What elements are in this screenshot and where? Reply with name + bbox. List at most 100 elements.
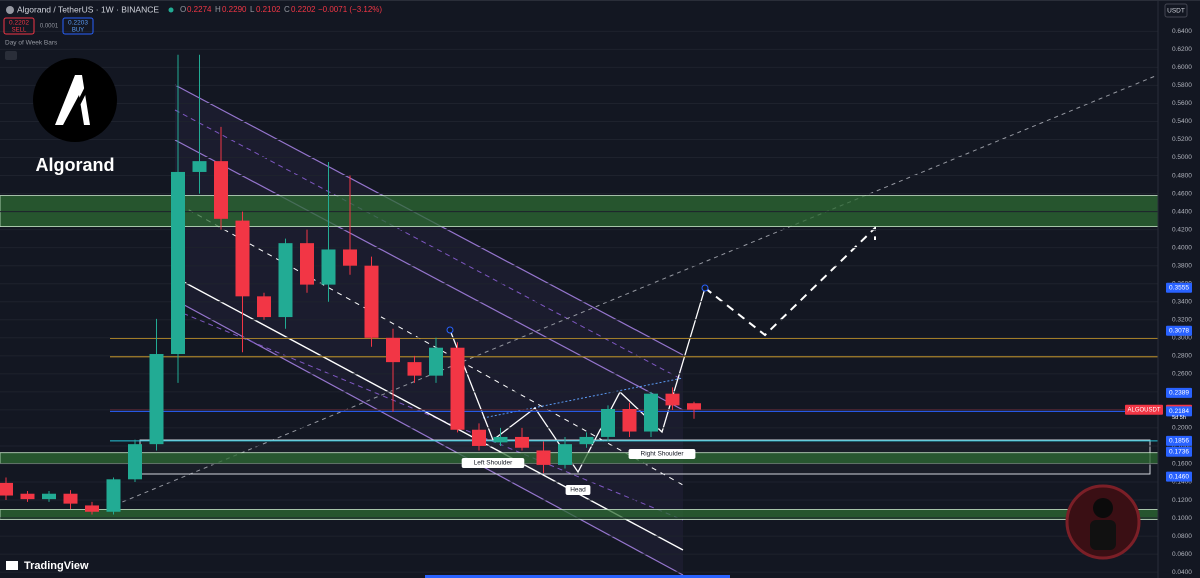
candle-body [20,493,35,500]
avatar-head [1093,498,1113,518]
brand-icon [6,561,18,570]
candle-body [343,249,357,266]
candle-body [386,337,400,363]
candle-body [149,354,164,445]
candle-body [171,171,185,355]
open-label: O [180,5,186,14]
y-tick-label: 0.4400 [1172,208,1192,215]
price-label: 0.2184 [1169,408,1189,415]
indicator[interactable]: Day of Week Bars [5,40,58,47]
y-tick-label: 0.3200 [1172,316,1192,323]
y-tick-label: 0.1600 [1172,461,1192,468]
symbol-icon [6,6,14,14]
candle-body [407,362,422,376]
y-tick-label: 0.1400 [1172,479,1192,486]
close: 0.2202 [291,5,316,14]
logo-text: Algorand [36,155,115,175]
currency-button[interactable] [1164,3,1188,18]
y-tick-label: 0.3000 [1172,335,1192,342]
y-tick-label: 0.5600 [1172,100,1192,107]
currency[interactable]: USDT [1167,8,1185,15]
candle-body [278,243,293,318]
brand: TradingView [24,560,89,572]
close-label: C [284,5,290,14]
low-label: L [250,5,255,14]
buy-button[interactable] [62,17,94,35]
zone [0,452,1166,464]
price-label-box [1166,471,1192,482]
change: −0.0071 (−3.12%) [318,5,382,14]
price-label-box [1166,406,1192,417]
price-label-box [1166,446,1192,457]
symbol-tag-box [1125,404,1163,415]
collapse-button[interactable] [5,51,17,60]
candle-body [63,493,78,504]
candle-body [321,249,336,285]
high-label: H [215,5,221,14]
y-tick-label: 0.0800 [1172,533,1192,540]
avatar-body [1090,520,1116,550]
y-tick-label: 0.5200 [1172,136,1192,143]
high: 0.2290 [222,5,247,14]
pattern-label-box [565,484,591,495]
y-tick-label: 0.1200 [1172,497,1192,504]
y-tick-label: 0.3800 [1172,262,1192,269]
price-label: 0.1856 [1169,438,1189,445]
y-tick-label: 0.4800 [1172,172,1192,179]
y-tick-label: 0.4000 [1172,244,1192,251]
sell-label[interactable]: SELL [12,28,27,34]
price-label-box [1166,325,1192,336]
logo-cut [66,74,95,126]
candle-body [558,444,572,465]
candle-body [536,450,551,465]
price-label-box [1166,435,1192,446]
buy-label[interactable]: BUY [72,28,84,34]
price-label: 0.3078 [1169,327,1189,334]
y-tick-label: 0.4200 [1172,226,1192,233]
open: 0.2274 [187,5,212,14]
candle-body [42,493,56,500]
candle-body [128,444,142,480]
y-tick-label: 0.4600 [1172,190,1192,197]
y-tick-label: 0.2800 [1172,353,1192,360]
pattern-label-box [628,448,696,459]
candle-body [214,161,228,219]
y-tick-label: 0.1800 [1172,443,1192,450]
candle-body [665,393,680,406]
pattern-label: Right Shoulder [641,451,685,458]
candle-body [472,429,486,446]
candle-body [450,347,465,430]
countdown: 5d 5h [1172,415,1186,421]
low: 0.2102 [256,5,281,14]
y-tick-label: 0.0400 [1172,569,1192,576]
symbol: Algorand / TetherUS · 1W · BINANCE [17,4,159,14]
candle-body [235,220,250,297]
y-tick-label: 0.2000 [1172,425,1192,432]
price-label-box [1166,282,1192,293]
sell-price[interactable]: 0.2202 [9,20,29,27]
candle-body [493,436,508,443]
candle-body [85,505,99,512]
zone [0,195,1166,227]
pattern-label-box [461,457,525,468]
price-label: 0.3555 [1169,284,1189,291]
y-tick-label: 0.6000 [1172,64,1192,71]
y-tick-label: 0.0600 [1172,551,1192,558]
y-tick-label: 0.1000 [1172,515,1192,522]
candle-body [601,409,615,437]
price-label: 0.1460 [1169,473,1189,480]
candle-body [515,436,529,448]
candle-body [300,243,314,285]
scroll-bar[interactable] [425,575,730,578]
y-tick-label: 0.5000 [1172,154,1192,161]
candle-body [364,265,379,338]
y-tick-label: 0.5800 [1172,82,1192,89]
sell-button[interactable] [3,17,35,35]
y-tick-label: 0.6200 [1172,46,1192,53]
price-label-box [1166,387,1192,398]
buy-price[interactable]: 0.2203 [68,20,88,27]
candle-body [429,347,443,376]
symbol-tag: ALGOUSDT [1127,407,1160,413]
candle-body [687,403,701,410]
